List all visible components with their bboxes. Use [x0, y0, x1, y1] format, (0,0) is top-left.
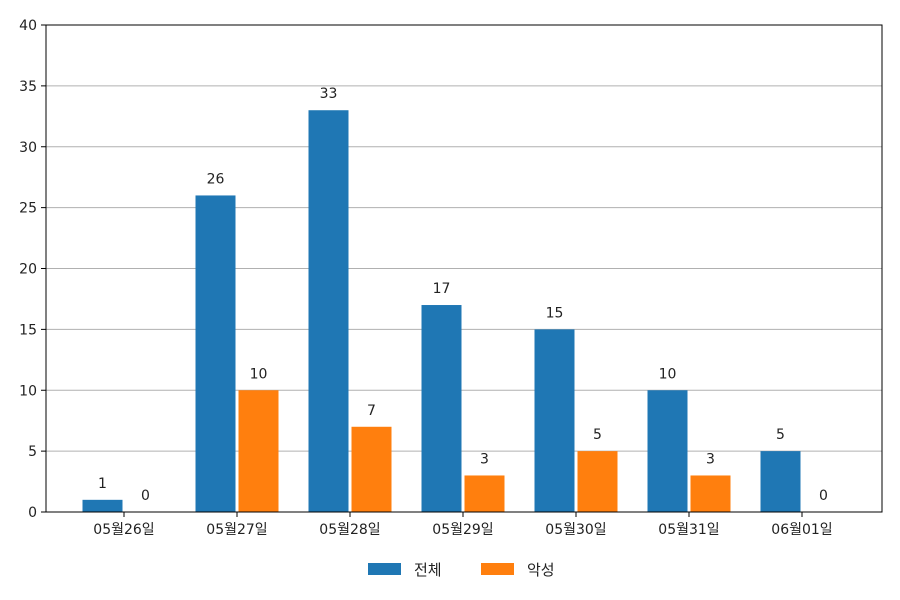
legend: 전체 악성 — [368, 561, 555, 579]
bar-total — [647, 390, 688, 512]
x-axis: 05월26일 05월27일 05월28일 05월29일 05월30일 05월31일 06월0… — [93, 512, 833, 538]
legend-swatch — [368, 563, 401, 575]
data-label: 0 — [141, 488, 150, 504]
x-tick-label: 05월27일 — [206, 522, 267, 538]
x-tick-label: 05월31일 — [658, 522, 719, 538]
bar-total — [534, 329, 575, 512]
data-label: 3 — [480, 451, 489, 467]
bar-total — [82, 499, 123, 512]
data-label: 3 — [706, 451, 715, 467]
data-label: 5 — [776, 427, 785, 443]
data-label: 10 — [659, 366, 677, 382]
legend-swatch — [481, 563, 514, 575]
x-tick-label: 06월01일 — [771, 522, 832, 538]
data-label: 7 — [367, 403, 376, 419]
gridlines — [46, 85, 882, 452]
data-label: 5 — [593, 427, 602, 443]
data-label: 10 — [250, 366, 268, 382]
bar-malicious — [238, 390, 279, 512]
y-tick-label: 5 — [28, 444, 37, 460]
y-tick-label: 15 — [19, 322, 37, 338]
bars — [82, 110, 801, 512]
data-label: 15 — [546, 305, 564, 321]
y-tick-label: 25 — [19, 201, 37, 217]
x-tick-label: 05월28일 — [319, 522, 380, 538]
data-label: 17 — [433, 281, 451, 297]
data-label: 33 — [320, 86, 338, 102]
y-tick-label: 35 — [19, 79, 37, 95]
bar-total — [195, 195, 236, 512]
bar-malicious — [464, 475, 505, 512]
legend-label: 전체 — [414, 561, 442, 579]
bar-total — [760, 451, 801, 512]
data-label: 1 — [98, 476, 107, 492]
bar-total — [421, 305, 462, 512]
x-tick-label: 05월30일 — [545, 522, 606, 538]
bar-malicious — [690, 475, 731, 512]
y-tick-label: 20 — [19, 262, 37, 278]
y-tick-label: 0 — [28, 505, 37, 521]
bar-malicious — [351, 426, 392, 512]
x-tick-label: 05월26일 — [93, 522, 154, 538]
legend-label: 악성 — [527, 561, 555, 579]
bar-malicious — [577, 451, 618, 512]
bar-total — [308, 110, 349, 512]
y-axis: 0 5 10 15 20 25 30 35 40 — [19, 18, 46, 521]
data-label: 26 — [207, 171, 225, 187]
x-tick-label: 05월29일 — [432, 522, 493, 538]
y-tick-label: 10 — [19, 383, 37, 399]
data-label: 0 — [819, 488, 828, 504]
y-tick-label: 40 — [19, 18, 37, 34]
y-tick-label: 30 — [19, 140, 37, 156]
